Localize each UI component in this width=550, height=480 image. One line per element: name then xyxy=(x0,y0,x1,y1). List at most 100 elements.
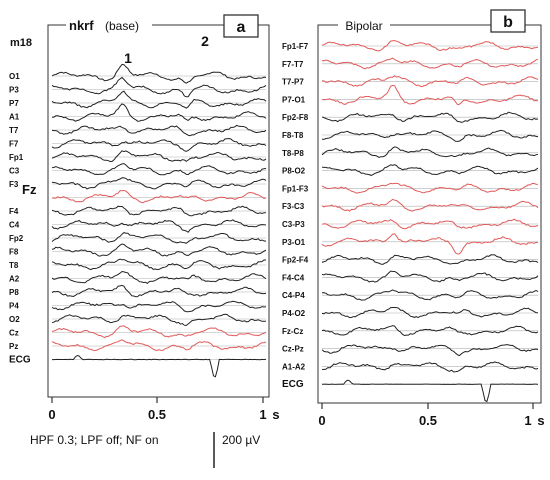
panel-b-trace xyxy=(321,198,539,212)
panel-a-x-unit: s xyxy=(272,407,279,422)
panel-b-trace xyxy=(321,182,539,194)
panel-a-channel-label: A1 xyxy=(9,113,20,122)
panel-b-channel-label: P8-O2 xyxy=(282,167,306,176)
panel-a-traces xyxy=(51,63,267,378)
panel-b-trace xyxy=(321,270,539,283)
panel-b-x-axis: 0 0.5 1 s xyxy=(318,403,545,428)
panel-a-trace xyxy=(51,63,267,84)
panel-b-channel-label: F8-T8 xyxy=(282,131,304,140)
panel-b-trace xyxy=(321,75,539,88)
panel-a-tick-label-1: 1 xyxy=(259,407,266,422)
panel-b-channel-label: T8-P8 xyxy=(282,149,304,158)
panel-a-trace xyxy=(51,232,267,244)
panel-b-channel-label: P7-O1 xyxy=(282,95,306,104)
panel-a-frame xyxy=(47,24,270,398)
panel-a-trace xyxy=(51,284,267,298)
panel-a-trace xyxy=(51,103,267,122)
panel-a-trace xyxy=(51,258,267,271)
panel-a-channel-label: C3 xyxy=(9,167,20,176)
panel-b-channel-label: Fz-Cz xyxy=(282,327,303,336)
panel-a-trace xyxy=(51,150,267,163)
panel-a: nkrf (base) a m18 1 2 Fz O1 P3 P7 A1 T7 F7 Fp1… xyxy=(9,14,280,422)
panel-a-channel-label: O1 xyxy=(9,72,20,81)
panel-a-trace xyxy=(51,339,267,352)
panel-a-channel-label: C4 xyxy=(9,221,20,230)
panel-a-channel-label: T8 xyxy=(9,261,19,270)
panel-a-channel-label: O2 xyxy=(9,315,20,324)
panel-a-channel-label: T7 xyxy=(9,126,19,135)
panel-b-channel-label: Fp2-F8 xyxy=(282,113,309,122)
panel-a-channel-label: P7 xyxy=(9,99,19,108)
panel-b: Bipolar b Fp1-F7 F7-T7 T7-P7 P7-O1 Fp2-F8 F8-… xyxy=(282,9,545,428)
panel-b-channel-labels: Fp1-F7 F7-T7 T7-P7 P7-O1 Fp2-F8 F8-T8 T8-P8 P8-… xyxy=(282,42,309,390)
panel-b-trace xyxy=(321,325,539,337)
panel-b-trace xyxy=(321,111,539,123)
panel-a-trace xyxy=(51,243,267,257)
panel-a-channel-label: ECG xyxy=(9,355,31,366)
panel-a-trace xyxy=(51,313,267,327)
panel-a-trace xyxy=(51,205,266,217)
panel-a-tick-label-05: 0.5 xyxy=(148,407,166,422)
panel-b-trace xyxy=(321,129,539,142)
panel-b-trace xyxy=(321,307,539,319)
panel-a-channel-label: A2 xyxy=(9,275,20,284)
panel-b-channel-label: Cz-Pz xyxy=(282,345,304,354)
panel-b-trace xyxy=(321,57,539,70)
panel-a-channel-label: F3 xyxy=(9,180,19,189)
panel-b-trace xyxy=(321,164,539,176)
panel-a-channel-label: Fp2 xyxy=(9,234,24,243)
panel-a-title-bold: nkrf xyxy=(69,18,94,33)
panel-a-subject: m18 xyxy=(10,37,32,49)
filter-settings-note: HPF 0.3; LPF off; NF on xyxy=(30,433,159,447)
panel-b-channel-label: F4-C4 xyxy=(282,273,305,282)
panel-a-x-axis: 0 0.5 1 s xyxy=(48,397,280,422)
panel-b-channel-label: Fp2-F4 xyxy=(282,256,309,265)
panel-a-trace xyxy=(51,137,267,152)
panel-b-trace xyxy=(321,40,539,52)
panel-a-trace xyxy=(52,354,267,378)
panel-b-channel-label: P3-O1 xyxy=(282,238,306,247)
panel-a-trace xyxy=(51,76,267,98)
panel-a-channel-label: Fp1 xyxy=(9,153,24,162)
panel-a-channel-labels: O1 P3 P7 A1 T7 F7 Fp1 C3 F3 F4 C4 Fp2 F8 T8 A2 P8 P4 O2 Cz… xyxy=(9,72,31,366)
panel-a-trace xyxy=(51,90,267,109)
panel-b-letter-box xyxy=(490,9,526,33)
panel-b-trace xyxy=(321,233,539,255)
panel-a-trace xyxy=(51,124,267,137)
panel-b-channel-label: F3-C3 xyxy=(282,202,305,211)
panel-b-channel-label: Fp1-F7 xyxy=(282,42,309,51)
panel-b-tick-label-1: 1 xyxy=(524,413,531,428)
panel-b-title: Bipolar xyxy=(345,19,382,33)
panel-b-tick-label-05: 0.5 xyxy=(419,413,437,428)
panel-b-channel-label: A1-A2 xyxy=(282,362,306,371)
panel-a-letter-box xyxy=(223,14,259,38)
panel-a-channel-label: P3 xyxy=(9,86,19,95)
panel-b-tick-label-0: 0 xyxy=(318,413,325,428)
panel-a-peak-2: 2 xyxy=(201,33,209,49)
panel-b-channel-label: ECG xyxy=(282,379,304,390)
panel-a-trace xyxy=(51,189,267,204)
panel-a-peak-1: 1 xyxy=(124,50,132,66)
panel-b-trace xyxy=(321,361,539,373)
panel-b-channel-label: Fp1-F3 xyxy=(282,184,309,193)
panel-b-trace xyxy=(321,84,539,106)
panel-a-tick-label-0: 0 xyxy=(48,407,55,422)
panel-a-trace xyxy=(51,300,267,313)
panel-a-channel-label: Cz xyxy=(9,329,19,338)
panel-b-channel-label: C4-P4 xyxy=(282,291,305,300)
panel-a-channel-label: Pz xyxy=(9,342,18,351)
panel-a-trace xyxy=(51,163,267,176)
panel-b-x-unit: s xyxy=(537,413,544,428)
panel-b-trace xyxy=(322,379,539,403)
panel-b-frame xyxy=(317,24,542,404)
scale-bar-label: 200 µV xyxy=(222,433,260,447)
panel-a-channel-label: F4 xyxy=(9,207,19,216)
panel-a-trace xyxy=(51,177,267,190)
panel-a-trace xyxy=(51,219,267,233)
panel-a-channel-label: P8 xyxy=(9,288,19,297)
panel-a-trace xyxy=(51,325,267,339)
panel-a-reference-label: Fz xyxy=(22,182,37,197)
panel-b-channel-label: F7-T7 xyxy=(282,60,304,69)
panel-a-letter: a xyxy=(237,19,246,36)
panel-b-channel-label: P4-O2 xyxy=(282,309,306,318)
